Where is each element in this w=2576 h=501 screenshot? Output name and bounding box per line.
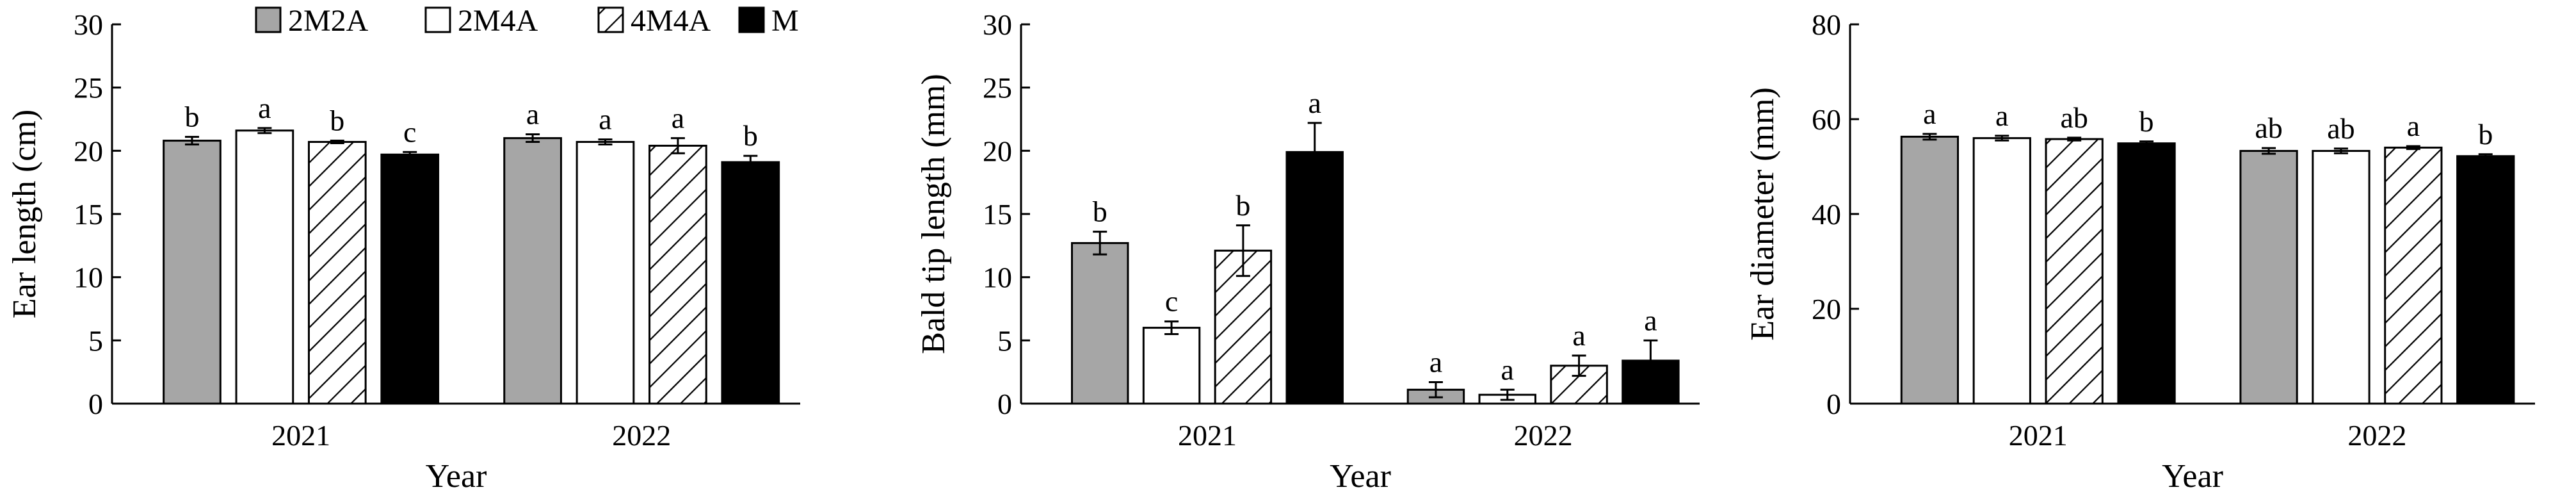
ear-length-significance-letter: b — [184, 101, 199, 133]
ear-diameter-bar-4m4a-2021 — [2045, 138, 2104, 405]
ear-length-ytick-label: 0 — [88, 388, 103, 420]
ear-diameter-x-axis-title: Year — [2162, 458, 2223, 495]
ear-length-bar-m-2021 — [380, 153, 440, 405]
bald-tip-length-ytick-label: 30 — [983, 8, 1012, 41]
ear-diameter-significance-letter: ab — [2255, 111, 2282, 144]
bald-tip-length-bar-2m2a-2021 — [1071, 242, 1129, 405]
bald-tip-length-ytick-label: 20 — [983, 135, 1012, 167]
bald-tip-length-panel: 0 5 10 15 20 25 30 Bald tip length (mm) Year b c b a… — [915, 8, 1700, 495]
legend-label-m: M — [771, 4, 799, 38]
bald-tip-length-significance-letter: a — [1572, 319, 1585, 352]
ear-length-ytick-label: 20 — [74, 135, 103, 167]
bald-tip-length-ytick-label: 15 — [983, 198, 1012, 231]
bald-tip-length-significance-letter: a — [1501, 353, 1514, 386]
legend-swatch-m — [738, 6, 765, 33]
ear-diameter-y-axis-title: Ear diameter (mm) — [1744, 87, 1781, 341]
bald-tip-length-x-tick-label: 2022 — [1514, 419, 1573, 452]
ear-length-y-axis-title: Ear length (cm) — [6, 110, 43, 318]
bald-tip-length-significance-letter: a — [1644, 304, 1657, 336]
ear-length-significance-letter: c — [403, 115, 416, 148]
ear-length-ytick-label: 15 — [74, 198, 103, 231]
ear-diameter-significance-letter: a — [2407, 110, 2420, 142]
ear-diameter-significance-letter: b — [2139, 105, 2154, 138]
legend-swatch-2m4a — [424, 6, 451, 33]
legend-swatch-4m4a — [597, 6, 624, 33]
ear-diameter-ytick-label: 60 — [1812, 103, 1841, 136]
ear-diameter-bar-4m4a-2022 — [2384, 146, 2443, 405]
ear-diameter-ytick-label: 40 — [1812, 198, 1841, 231]
bald-tip-length-ytick-label: 10 — [983, 261, 1012, 294]
ear-length-ytick-label: 10 — [74, 261, 103, 294]
ear-length-x-tick-label: 2022 — [612, 419, 671, 452]
bald-tip-length-y-axis-title: Bald tip length (mm) — [915, 74, 952, 354]
ear-diameter-significance-letter: ab — [2060, 101, 2088, 134]
bald-tip-length-significance-letter: a — [1308, 86, 1321, 119]
bald-tip-length-ytick-label: 5 — [997, 324, 1012, 357]
legend-swatch-2m2a — [255, 6, 282, 33]
legend-label-4m4a: 4M4A — [631, 4, 711, 38]
ear-diameter-significance-letter: b — [2478, 118, 2493, 151]
ear-diameter-significance-letter: a — [1995, 99, 2008, 132]
ear-length-bar-4m4a-2022 — [648, 144, 707, 405]
ear-diameter-ytick-label: 20 — [1812, 293, 1841, 325]
ear-diameter-bar-2m4a-2021 — [1972, 137, 2031, 405]
bald-tip-length-significance-letter: c — [1165, 285, 1178, 318]
ear-diameter-x-tick-label: 2021 — [2009, 419, 2068, 452]
ear-diameter-bar-m-2021 — [2117, 142, 2176, 405]
ear-diameter-ytick-label: 0 — [1826, 388, 1841, 420]
bald-tip-length-significance-letter: a — [1429, 345, 1442, 378]
ear-length-bar-2m4a-2021 — [235, 129, 294, 405]
ear-length-significance-letter: a — [599, 103, 611, 136]
bald-tip-length-ytick-label: 0 — [997, 388, 1012, 420]
legend-label-2m4a: 2M4A — [458, 4, 538, 38]
ear-length-significance-letter: b — [743, 119, 758, 152]
ear-length-significance-letter: a — [526, 98, 539, 131]
ear-length-ytick-label: 30 — [74, 8, 103, 41]
ear-length-panel: 0 5 10 15 20 25 30 Ear length (cm) Year b a b c 2021 a… — [6, 8, 800, 495]
ear-length-x-tick-label: 2021 — [271, 419, 330, 452]
bald-tip-length-significance-letter: b — [1093, 195, 1107, 228]
bald-tip-length-ytick-label: 25 — [983, 72, 1012, 104]
legend: 2M2A 2M4A 4M4A M — [255, 4, 799, 38]
ear-diameter-significance-letter: a — [1923, 97, 1936, 130]
ear-diameter-significance-letter: ab — [2327, 112, 2355, 145]
ear-length-significance-letter: a — [258, 92, 271, 124]
ear-length-significance-letter: b — [330, 104, 344, 137]
ear-length-ytick-label: 5 — [88, 324, 103, 357]
ear-length-ytick-label: 25 — [74, 72, 103, 104]
ear-diameter-bar-m-2022 — [2456, 155, 2515, 405]
ear-length-bar-2m4a-2022 — [576, 141, 635, 405]
ear-diameter-ytick-label: 80 — [1812, 8, 1841, 41]
bald-tip-length-bar-2m4a-2021 — [1142, 327, 1201, 405]
ear-diameter-x-tick-label: 2022 — [2347, 419, 2406, 452]
ear-diameter-bar-2m2a-2021 — [1900, 135, 1960, 405]
ear-length-bar-2m2a-2021 — [163, 140, 221, 405]
ear-length-significance-letter: a — [672, 102, 684, 135]
bald-tip-length-significance-letter: b — [1236, 189, 1250, 222]
ear-length-bar-4m4a-2021 — [307, 141, 367, 405]
bald-tip-length-x-tick-label: 2021 — [1178, 419, 1237, 452]
bald-tip-length-x-axis-title: Year — [1330, 458, 1391, 495]
ear-length-bar-2m2a-2022 — [503, 137, 562, 405]
ear-length-bar-m-2022 — [721, 161, 780, 405]
ear-diameter-bar-2m2a-2022 — [2239, 150, 2298, 405]
ear-diameter-bar-2m4a-2022 — [2312, 150, 2371, 405]
bald-tip-length-bar-m-2021 — [1285, 151, 1344, 405]
legend-label-2m2a: 2M2A — [288, 4, 369, 38]
ear-length-x-axis-title: Year — [426, 458, 487, 495]
